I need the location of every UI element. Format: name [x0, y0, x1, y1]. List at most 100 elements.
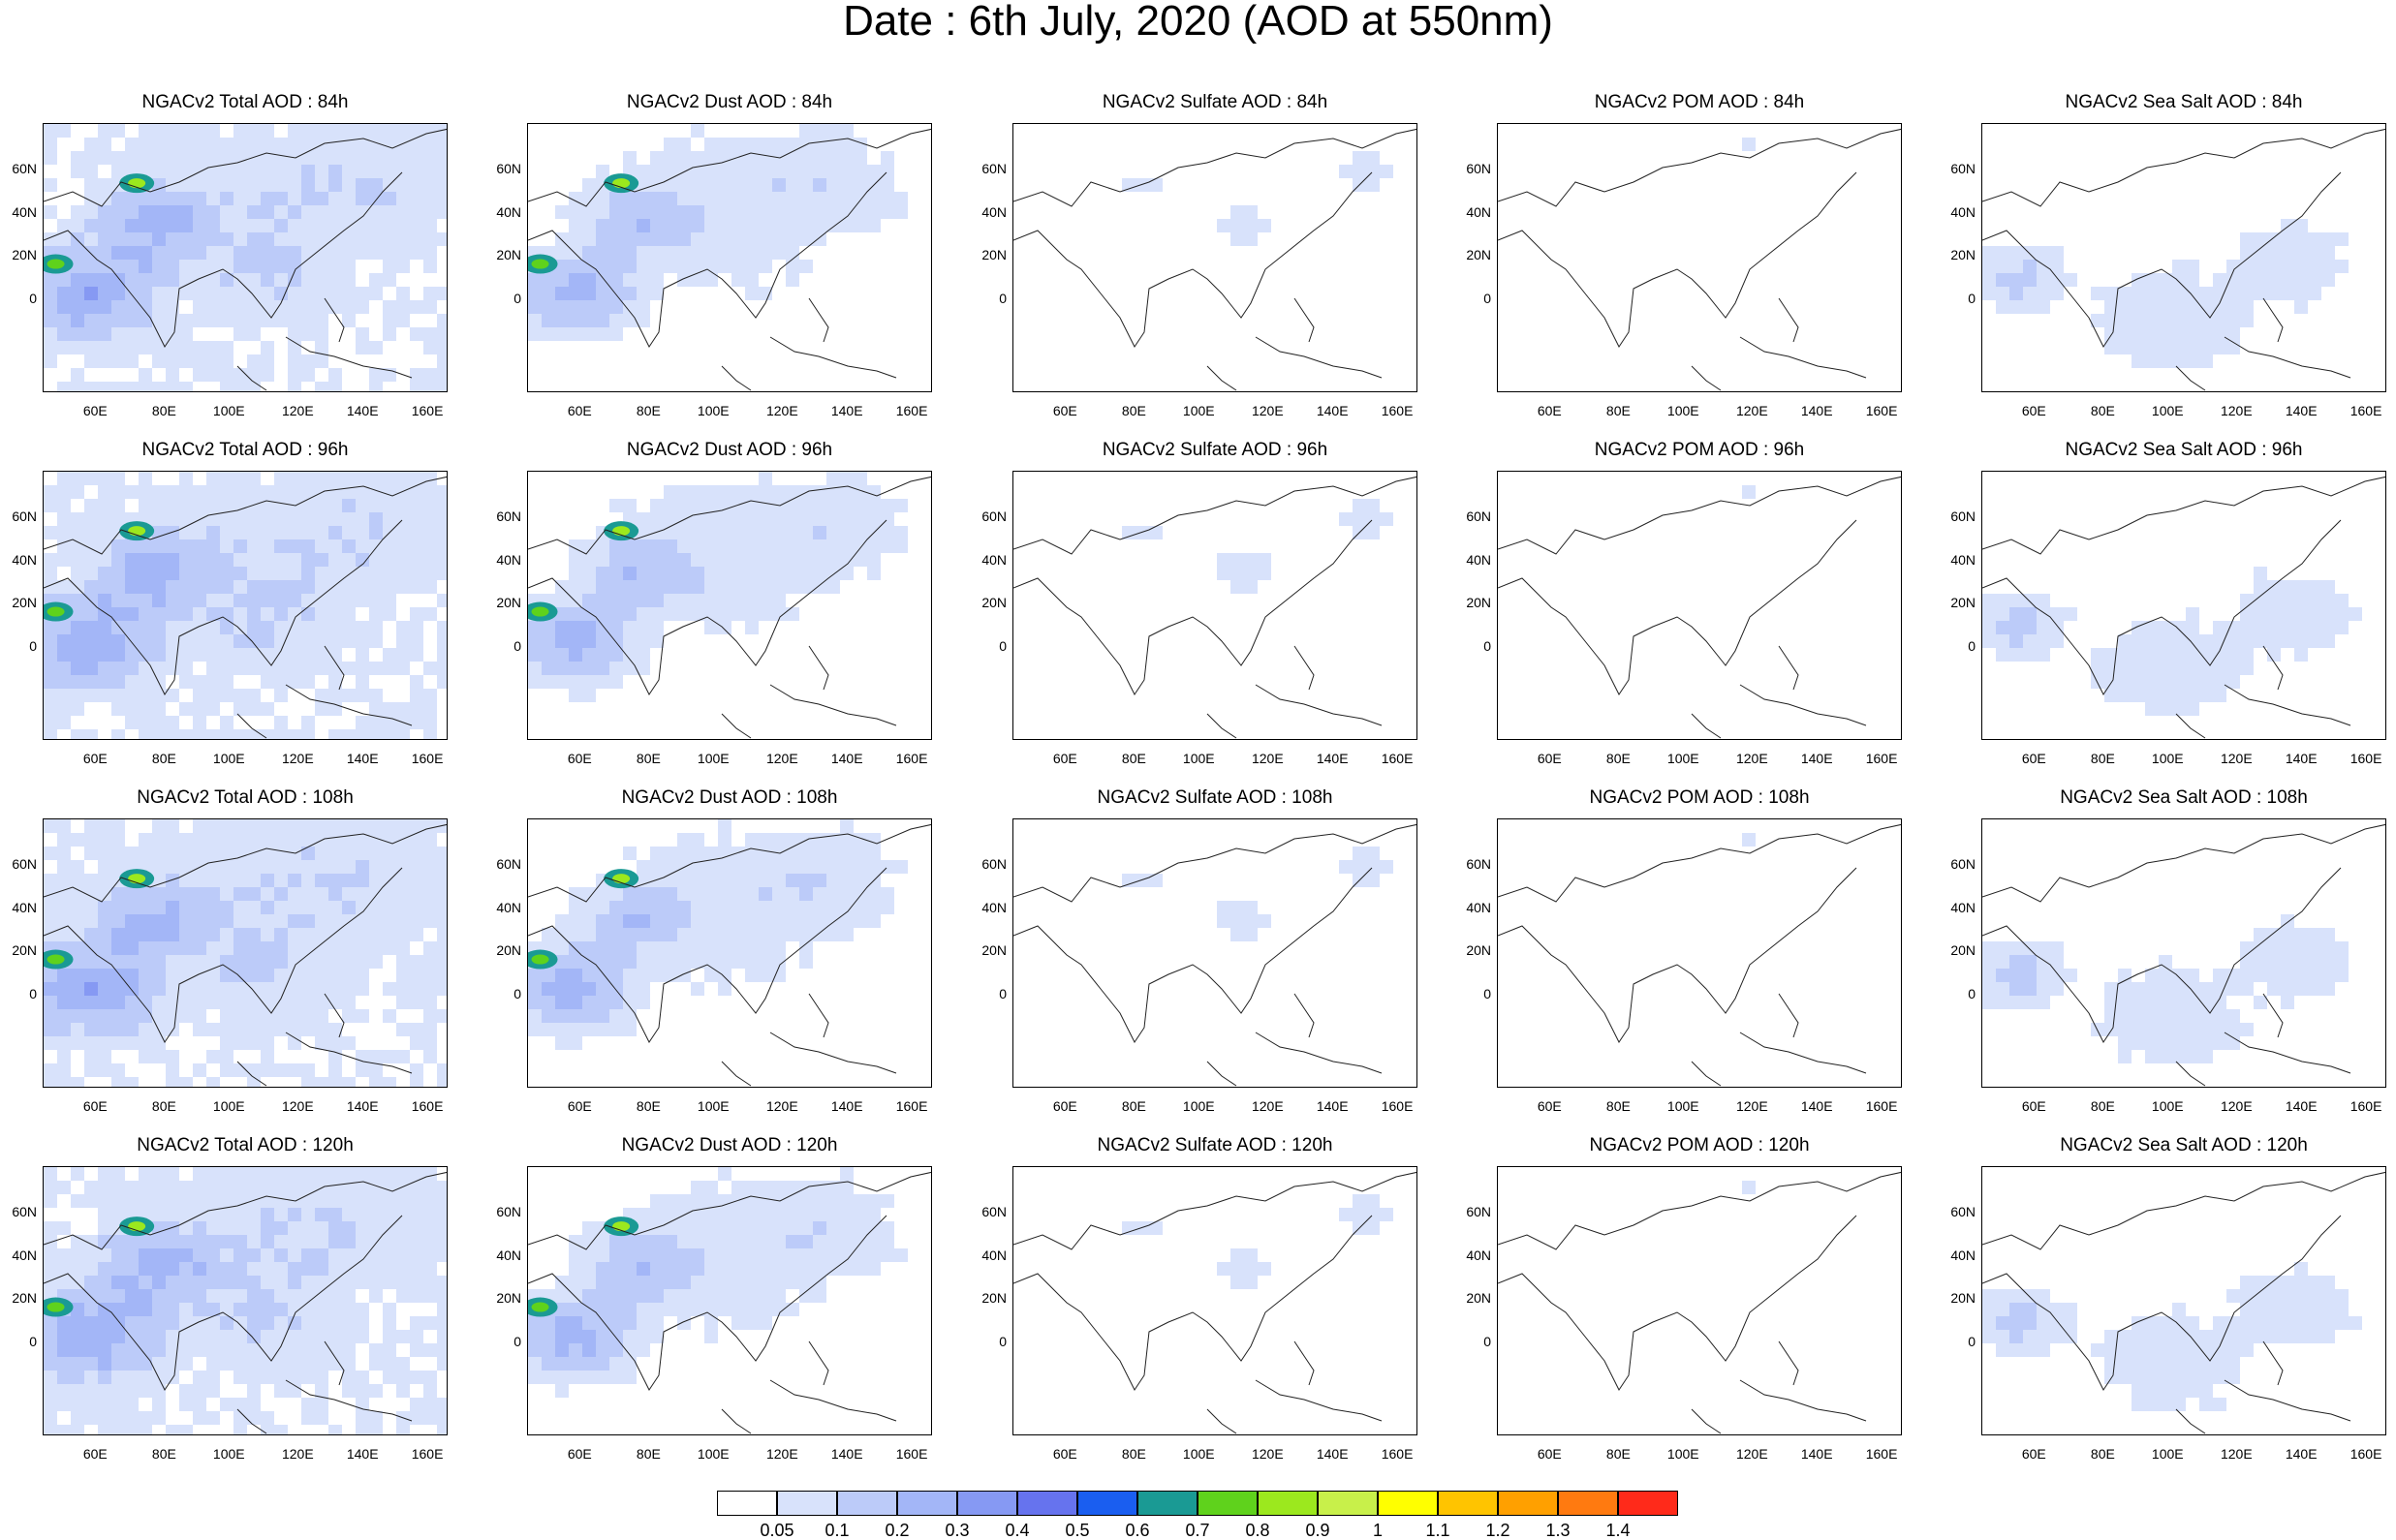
- lon-tick-label: 100E: [2151, 1446, 2184, 1462]
- lon-tick-label: 120E: [1735, 751, 1768, 766]
- colorbar-label: 0.5: [1065, 1521, 1090, 1540]
- colorbar-label: 1.4: [1605, 1521, 1631, 1540]
- lat-tick-label: 40N: [1466, 899, 1491, 915]
- aod-map: [1497, 123, 1902, 392]
- lat-tick-label: 20N: [1950, 247, 1976, 263]
- figure-title: Date : 6th July, 2020 (AOD at 550nm): [843, 0, 1553, 45]
- lat-tick-label: 0: [29, 1333, 37, 1349]
- lon-tick-label: 140E: [1800, 1098, 1833, 1114]
- coastline: [44, 128, 447, 391]
- colorbar-swatch: [777, 1491, 837, 1516]
- lon-tick-label: 140E: [346, 403, 379, 418]
- lat-tick-label: 20N: [981, 595, 1007, 611]
- map-panel: NGACv2 Sea Salt AOD : 108h 60N 40N 20N 0 60E 8…: [1950, 787, 2386, 1113]
- panel-title: NGACv2 Total AOD : 108h: [137, 787, 354, 808]
- aod-map: [1012, 818, 1417, 1088]
- lon-tick-label: 100E: [697, 1098, 730, 1114]
- lon-tick-label: 80E: [2090, 403, 2115, 418]
- lat-tick-label: 0: [513, 637, 521, 654]
- lat-tick-label: 40N: [1950, 203, 1976, 220]
- panel-title: NGACv2 Dust AOD : 108h: [621, 787, 838, 808]
- lon-tick-label: 60E: [2021, 751, 2046, 766]
- map-panel: NGACv2 Sea Salt AOD : 120h 60N 40N 20N 0 60E 8…: [1950, 1135, 2386, 1461]
- lat-tick-label: 0: [1483, 290, 1491, 306]
- lon-tick-label: 100E: [1666, 751, 1699, 766]
- lat-tick-label: 60N: [12, 508, 37, 525]
- map-panel: NGACv2 Sulfate AOD : 84h 60N 40N 20N 0 60E 80E…: [981, 92, 1417, 417]
- map-panel: NGACv2 Total AOD : 108h 60N 40N 20N 0 60E 80E 1…: [12, 787, 448, 1113]
- lat-tick-label: 60N: [496, 856, 521, 873]
- lon-tick-label: 160E: [1381, 1446, 1414, 1462]
- coastline: [1013, 1171, 1416, 1434]
- lat-tick-label: 0: [29, 637, 37, 654]
- lat-tick-label: 40N: [12, 203, 37, 220]
- lon-tick-label: 80E: [1121, 1098, 1146, 1114]
- lon-tick-label: 60E: [567, 751, 592, 766]
- lon-tick-label: 160E: [2349, 1098, 2382, 1114]
- aod-map: [1497, 1166, 1902, 1435]
- map-panel: NGACv2 POM AOD : 84h 60N 40N 20N 0 60E 80E 100E…: [1466, 92, 1902, 417]
- aod-map: [527, 1166, 932, 1435]
- lat-tick-label: 40N: [12, 899, 37, 915]
- aod-map: [1012, 1166, 1417, 1435]
- map-panel: NGACv2 Total AOD : 120h 60N 40N 20N 0 60E 80E 1…: [12, 1135, 448, 1461]
- panel-title: NGACv2 Dust AOD : 96h: [626, 440, 833, 460]
- lat-tick-label: 40N: [12, 1247, 37, 1263]
- lat-tick-label: 60N: [981, 161, 1007, 177]
- colorbar-label: 1: [1372, 1521, 1383, 1540]
- lon-tick-label: 80E: [1605, 751, 1631, 766]
- coastline: [1982, 1171, 2385, 1434]
- lon-tick-label: 60E: [567, 1446, 592, 1462]
- lat-tick-label: 60N: [496, 1204, 521, 1220]
- aod-map: [43, 818, 448, 1088]
- lon-tick-label: 80E: [151, 1446, 176, 1462]
- lat-tick-label: 20N: [1466, 595, 1491, 611]
- colorbar-swatch: [957, 1491, 1017, 1516]
- lat-tick-label: 40N: [1466, 203, 1491, 220]
- lat-tick-label: 60N: [981, 1204, 1007, 1220]
- lat-tick-label: 60N: [1950, 508, 1976, 525]
- panel-title: NGACv2 Sulfate AOD : 108h: [1097, 787, 1333, 808]
- coastline: [1013, 128, 1416, 391]
- lon-tick-label: 160E: [2349, 403, 2382, 418]
- lon-tick-label: 80E: [1121, 403, 1146, 418]
- lon-tick-label: 160E: [1381, 751, 1414, 766]
- lon-tick-label: 160E: [2349, 1446, 2382, 1462]
- lat-tick-label: 0: [513, 290, 521, 306]
- lon-tick-label: 120E: [281, 403, 314, 418]
- lat-tick-label: 60N: [1466, 856, 1491, 873]
- colorbar-label: 0.4: [1005, 1521, 1030, 1540]
- lon-tick-label: 160E: [411, 1446, 444, 1462]
- lat-tick-label: 0: [999, 985, 1007, 1001]
- coastline: [44, 476, 447, 739]
- lon-tick-label: 160E: [411, 403, 444, 418]
- lat-tick-label: 0: [999, 637, 1007, 654]
- lat-tick-label: 20N: [981, 1290, 1007, 1307]
- lon-tick-label: 100E: [212, 751, 245, 766]
- lon-tick-label: 80E: [151, 1098, 176, 1114]
- lon-tick-label: 120E: [281, 751, 314, 766]
- panel-title: NGACv2 Total AOD : 120h: [137, 1135, 354, 1155]
- lon-tick-label: 60E: [567, 1098, 592, 1114]
- lat-tick-label: 0: [513, 985, 521, 1001]
- lon-tick-label: 120E: [765, 1098, 798, 1114]
- lon-tick-label: 160E: [411, 751, 444, 766]
- colorbar-label: 0.1: [825, 1521, 850, 1540]
- colorbar-label: 0.9: [1305, 1521, 1330, 1540]
- lon-tick-label: 100E: [697, 751, 730, 766]
- lon-tick-label: 160E: [1865, 751, 1898, 766]
- lon-tick-label: 120E: [1251, 1446, 1284, 1462]
- lat-tick-label: 40N: [496, 1247, 521, 1263]
- coastline: [1982, 128, 2385, 391]
- lat-tick-label: 60N: [12, 161, 37, 177]
- lon-tick-label: 60E: [82, 403, 108, 418]
- lon-tick-label: 100E: [697, 403, 730, 418]
- map-panel: NGACv2 Sulfate AOD : 108h 60N 40N 20N 0 60E 80…: [981, 787, 1417, 1113]
- panel-title: NGACv2 Sea Salt AOD : 108h: [2060, 787, 2308, 808]
- lat-tick-label: 20N: [1466, 942, 1491, 959]
- lon-tick-label: 140E: [830, 1446, 863, 1462]
- lon-tick-label: 80E: [1121, 751, 1146, 766]
- lon-tick-label: 140E: [830, 751, 863, 766]
- lon-tick-label: 160E: [2349, 751, 2382, 766]
- lon-tick-label: 60E: [82, 1098, 108, 1114]
